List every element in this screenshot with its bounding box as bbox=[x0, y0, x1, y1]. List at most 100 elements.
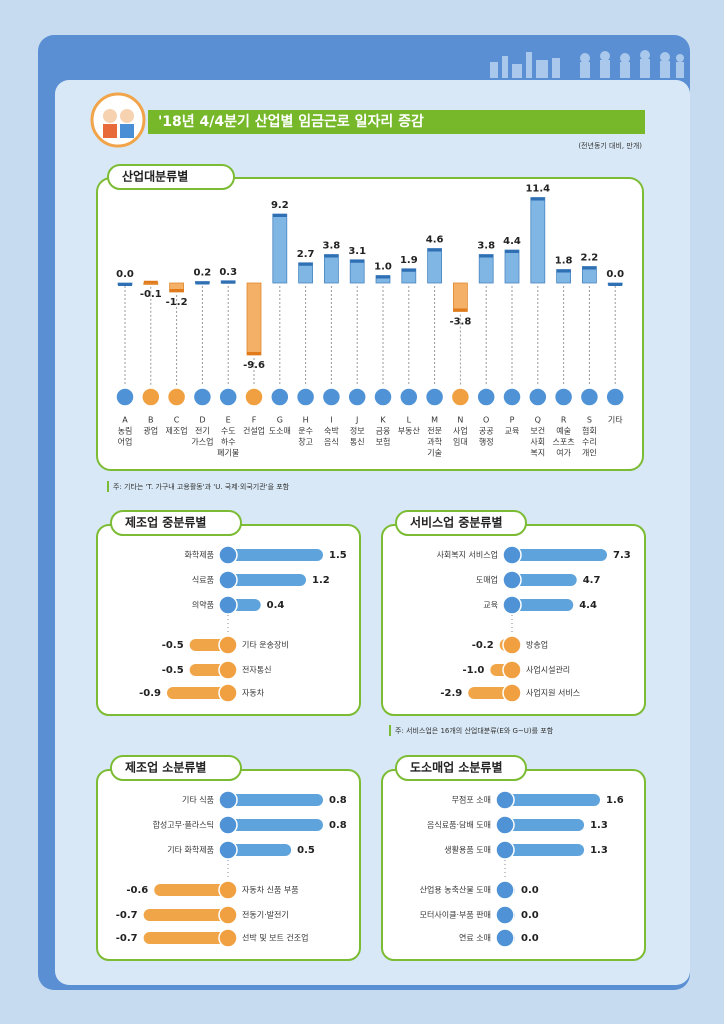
value-label: 0.8 bbox=[329, 820, 347, 831]
bar bbox=[323, 254, 339, 284]
category-icon bbox=[605, 387, 625, 407]
category-label: 예술 bbox=[556, 426, 571, 436]
category-label: 자동차 bbox=[242, 689, 265, 698]
category-icon bbox=[495, 880, 515, 900]
category-label: 숙박 bbox=[324, 426, 339, 436]
category-label: 기타 화학제품 bbox=[167, 845, 214, 855]
bar bbox=[427, 248, 443, 284]
bar bbox=[298, 262, 314, 284]
value-label: 11.4 bbox=[525, 184, 550, 195]
category-code: Q bbox=[535, 416, 541, 425]
bar bbox=[530, 197, 546, 284]
category-icon bbox=[115, 387, 135, 407]
category-icon bbox=[166, 387, 187, 407]
bar-cap bbox=[272, 214, 287, 217]
category-label: 정보 bbox=[350, 426, 365, 436]
category-code: N bbox=[457, 416, 463, 425]
category-icon bbox=[495, 815, 515, 835]
category-label: 광업 bbox=[143, 426, 158, 436]
bar-cap bbox=[169, 289, 184, 292]
category-icon bbox=[373, 387, 393, 407]
value-label: -0.1 bbox=[140, 289, 162, 300]
category-icon bbox=[502, 595, 522, 615]
category-label: 기타 운송장비 bbox=[242, 640, 289, 650]
value-label: 2.7 bbox=[297, 249, 315, 260]
header-icon bbox=[103, 124, 117, 138]
note: 주: 서비스업은 16개의 산업대분류(E와 G~U)를 포함 bbox=[395, 726, 554, 735]
category-icon bbox=[495, 928, 515, 948]
category-label: 협회 bbox=[582, 426, 597, 436]
value-label: -0.5 bbox=[162, 665, 184, 676]
value-label: 4.4 bbox=[579, 600, 597, 611]
bar-cap bbox=[247, 352, 261, 355]
category-icon bbox=[218, 905, 238, 925]
category-label: 도매업 bbox=[476, 576, 498, 585]
value-label: -0.7 bbox=[116, 910, 138, 921]
value-label: -1.0 bbox=[462, 665, 484, 676]
category-code: K bbox=[380, 416, 386, 425]
category-code: B bbox=[148, 416, 154, 425]
value-label: 7.3 bbox=[613, 550, 631, 561]
value-label: 0.8 bbox=[329, 795, 347, 806]
category-code: E bbox=[226, 416, 231, 425]
value-label: 1.3 bbox=[590, 820, 608, 831]
category-label: 선박 및 보트 건조업 bbox=[242, 933, 309, 943]
category-code: S bbox=[587, 416, 592, 425]
category-label: 자동차 신품 부품 bbox=[242, 886, 299, 895]
bar-cap bbox=[427, 248, 442, 252]
category-icon bbox=[218, 660, 238, 680]
bar bbox=[246, 282, 262, 356]
value-label: -3.8 bbox=[449, 317, 471, 328]
bar bbox=[478, 254, 494, 284]
value-label: 1.3 bbox=[590, 845, 608, 856]
category-icon bbox=[218, 840, 238, 860]
bar bbox=[143, 909, 228, 921]
category-icon bbox=[553, 387, 574, 407]
category-label: 사회복지 서비스업 bbox=[437, 551, 498, 560]
category-code: G bbox=[277, 416, 283, 425]
category-label: 여가 bbox=[556, 448, 571, 458]
bar-cap bbox=[376, 275, 390, 279]
value-label: 3.8 bbox=[323, 241, 341, 252]
bar bbox=[189, 664, 228, 676]
page-title: '18년 4/4분기 산업별 임금근로 일자리 증감 bbox=[158, 113, 424, 130]
bar bbox=[228, 844, 292, 856]
skyline bbox=[490, 50, 684, 78]
category-code: L bbox=[407, 416, 412, 425]
category-label: 어업 bbox=[118, 437, 133, 447]
category-label: 임대 bbox=[453, 438, 468, 447]
bar bbox=[143, 932, 228, 944]
bar-cap bbox=[505, 250, 519, 253]
category-label: 폐기물 bbox=[217, 448, 239, 458]
category-icon bbox=[502, 387, 522, 407]
category-code: C bbox=[174, 416, 180, 425]
category-label: 교육 bbox=[483, 601, 498, 610]
category-label: 개인 bbox=[582, 448, 597, 458]
value-label: 1.8 bbox=[555, 256, 573, 267]
header-icon bbox=[120, 109, 134, 123]
bar bbox=[505, 844, 585, 856]
category-icon bbox=[218, 928, 238, 948]
category-icon bbox=[347, 387, 367, 407]
value-label: 9.2 bbox=[271, 200, 289, 211]
category-icon bbox=[244, 387, 264, 407]
value-label: 1.2 bbox=[312, 575, 330, 586]
category-icon bbox=[502, 545, 522, 565]
value-label: -2.9 bbox=[440, 688, 462, 699]
category-code: J bbox=[355, 416, 358, 425]
bar bbox=[167, 687, 228, 699]
category-label: 창고 bbox=[298, 438, 313, 447]
category-label: 모터사이클·부품 판매 bbox=[420, 910, 491, 920]
value-label: 0.4 bbox=[267, 600, 285, 611]
value-label: 0.0 bbox=[521, 933, 539, 944]
bar bbox=[228, 574, 306, 586]
category-icon bbox=[218, 595, 238, 615]
value-label: 1.0 bbox=[374, 262, 392, 273]
category-label: 무점포 소매 bbox=[452, 795, 491, 805]
value-label: -0.6 bbox=[126, 885, 148, 896]
category-label: 음식료품·담배 도매 bbox=[427, 820, 491, 830]
value-label: 0.0 bbox=[606, 269, 624, 280]
value-label: -0.9 bbox=[139, 688, 161, 699]
category-icon bbox=[218, 880, 238, 900]
panel-tab bbox=[107, 164, 235, 190]
